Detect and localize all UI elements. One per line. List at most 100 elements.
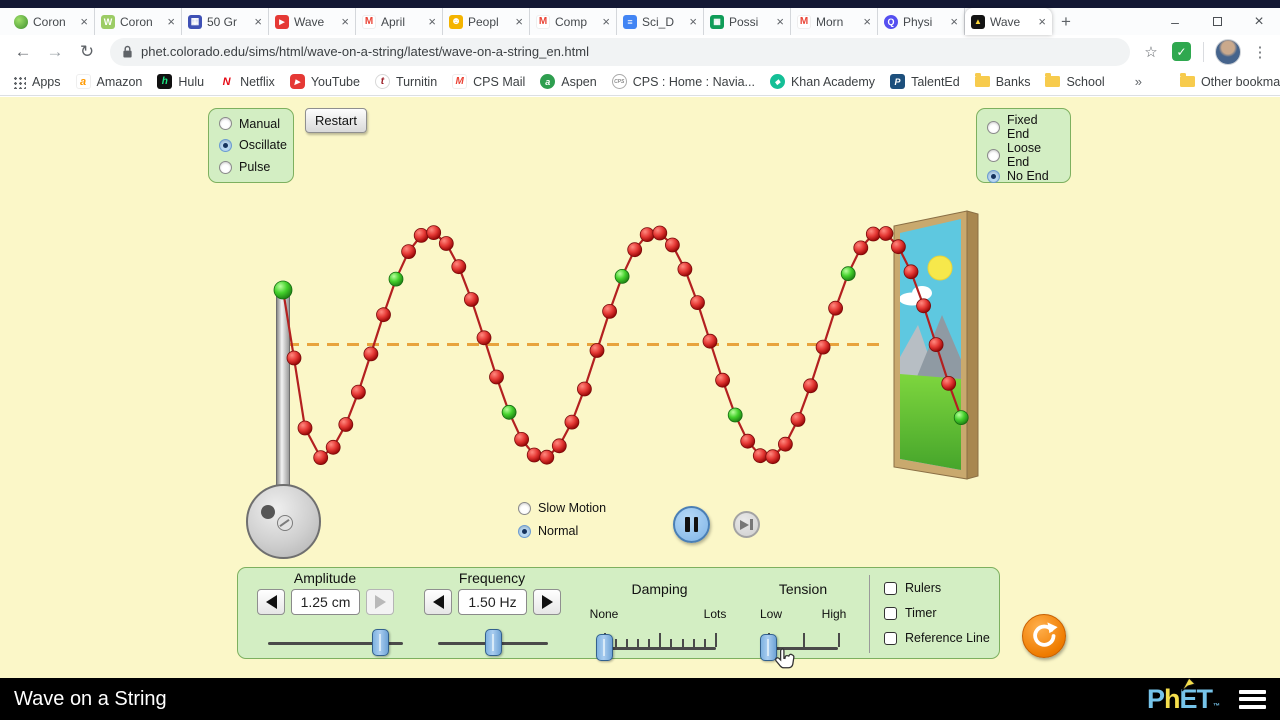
bookmark-folder-banks[interactable]: Banks	[974, 73, 1030, 89]
radio-slow-motion[interactable]: Slow Motion	[518, 501, 606, 515]
close-icon[interactable]: ×	[863, 14, 871, 29]
bookmark-star-icon[interactable]: ☆	[1144, 43, 1158, 61]
checkbox-rulers[interactable]: Rulers	[884, 581, 990, 595]
radio-icon	[987, 148, 1000, 162]
bookmark-folder-school[interactable]: School	[1045, 73, 1105, 89]
close-icon[interactable]: ×	[428, 14, 436, 29]
phet-menu-icon[interactable]	[1239, 689, 1266, 709]
gmail-icon: M	[797, 14, 811, 29]
radio-oscillate[interactable]: Oscillate	[219, 138, 287, 152]
radio-loose-end[interactable]: Loose End	[987, 141, 1060, 169]
restart-button[interactable]: Restart	[305, 108, 367, 133]
lock-icon	[123, 45, 132, 57]
radio-icon	[219, 117, 232, 131]
close-window-button[interactable]: ×	[1254, 12, 1264, 30]
forward-button[interactable]: →	[46, 41, 64, 61]
close-icon[interactable]: ×	[167, 14, 175, 29]
amplitude-slider-thumb[interactable]	[371, 629, 389, 656]
radio-fixed-end[interactable]: Fixed End	[987, 113, 1060, 141]
radio-pulse[interactable]: Pulse	[219, 160, 283, 174]
bookmark-youtube[interactable]: ▶ YouTube	[289, 74, 360, 89]
frequency-value[interactable]: 1.50 Hz	[458, 589, 527, 615]
other-bookmarks[interactable]: Other bookmarks	[1179, 73, 1280, 89]
tab-wave-on-a-string-active[interactable]: ▲ Wave ×	[965, 8, 1052, 35]
step-button[interactable]	[733, 511, 760, 538]
reload-button[interactable]: ↻	[79, 41, 95, 61]
bookmark-hulu[interactable]: h Hulu	[157, 74, 204, 89]
pause-button[interactable]	[673, 506, 710, 543]
radio-no-end[interactable]: No End	[987, 169, 1060, 183]
red-bead	[765, 449, 781, 465]
tab-april-mail[interactable]: M April ×	[356, 8, 443, 35]
close-icon[interactable]: ×	[689, 14, 697, 29]
radio-manual[interactable]: Manual	[219, 117, 283, 131]
extension-check-icon[interactable]: ✓	[1172, 42, 1191, 61]
tab-50-great[interactable]: ▦ 50 Gr ×	[182, 8, 269, 35]
close-icon[interactable]: ×	[950, 14, 958, 29]
window-titlebar	[0, 0, 1280, 8]
tab-people[interactable]: ☻ Peopl ×	[443, 8, 530, 35]
close-icon[interactable]: ×	[776, 14, 784, 29]
minimize-button[interactable]: –	[1171, 13, 1179, 30]
bookmark-amazon[interactable]: a Amazon	[75, 74, 142, 89]
tension-slider-thumb[interactable]	[759, 634, 777, 661]
bookmark-aspen[interactable]: a Aspen	[540, 74, 597, 89]
close-icon[interactable]: ×	[602, 14, 610, 29]
frequency-label: Frequency	[458, 570, 526, 586]
restore-button[interactable]	[1196, 8, 1238, 35]
amplitude-decrease-button[interactable]	[257, 589, 285, 615]
bookmark-talented[interactable]: P TalentEd	[890, 74, 960, 89]
checkbox-icon	[884, 606, 897, 620]
red-bead	[426, 225, 442, 241]
tab-sci-docs[interactable]: ≡ Sci_D ×	[617, 8, 704, 35]
folder-icon	[974, 73, 990, 87]
red-bead	[489, 369, 504, 385]
tab-morning-mail[interactable]: M Morn ×	[791, 8, 878, 35]
checkbox-timer[interactable]: Timer	[884, 606, 990, 620]
back-button[interactable]: ←	[14, 41, 32, 61]
radio-normal[interactable]: Normal	[518, 524, 606, 538]
bookmark-cps-home[interactable]: CPS CPS : Home : Navia...	[611, 74, 755, 89]
close-icon[interactable]: ×	[1038, 14, 1046, 29]
tab-physics-quiz[interactable]: Q Physi ×	[878, 8, 965, 35]
frequency-slider-thumb[interactable]	[484, 629, 502, 656]
tab-coronavirus-2[interactable]: W Coron ×	[95, 8, 182, 35]
bookmarks-overflow-icon[interactable]: »	[1134, 74, 1142, 89]
close-icon[interactable]: ×	[254, 14, 262, 29]
profile-avatar[interactable]	[1215, 38, 1241, 65]
red-bead	[778, 436, 793, 452]
new-tab-button[interactable]: +	[1061, 11, 1071, 31]
bookmark-netflix[interactable]: N Netflix	[219, 74, 275, 89]
checkbox-reference-line[interactable]: Reference Line	[884, 631, 990, 645]
wave-svg[interactable]	[0, 97, 1280, 678]
tab-coronavirus-1[interactable]: Coron ×	[8, 8, 95, 35]
tab-comp-mail[interactable]: M Comp ×	[530, 8, 617, 35]
tab-wave-youtube[interactable]: ▶ Wave ×	[269, 8, 356, 35]
bookmark-apps[interactable]: Apps	[12, 74, 61, 89]
damping-slider-thumb[interactable]	[595, 634, 613, 661]
red-bead	[828, 300, 843, 316]
frequency-increase-button[interactable]	[533, 589, 561, 615]
bookmark-cps-mail[interactable]: M CPS Mail	[452, 74, 525, 89]
tab-possible-sheet[interactable]: ▦ Possi ×	[704, 8, 791, 35]
address-bar[interactable]: phet.colorado.edu/sims/html/wave-on-a-st…	[110, 37, 1130, 66]
tension-slider-track[interactable]	[768, 647, 838, 650]
reset-all-button[interactable]	[1022, 614, 1066, 658]
damping-slider-track[interactable]	[604, 647, 716, 650]
frequency-decrease-button[interactable]	[424, 589, 452, 615]
amplitude-value[interactable]: 1.25 cm	[291, 589, 360, 615]
red-bead	[476, 330, 492, 346]
close-icon[interactable]: ×	[80, 14, 88, 29]
red-bead	[903, 264, 919, 280]
close-icon[interactable]: ×	[515, 14, 523, 29]
amplitude-slider-track[interactable]	[268, 642, 403, 645]
bookmark-khan-academy[interactable]: ◆ Khan Academy	[769, 74, 875, 89]
amplitude-increase-button[interactable]	[366, 589, 394, 615]
bookmark-turnitin[interactable]: t Turnitin	[374, 74, 437, 89]
damping-max-label: Lots	[703, 607, 727, 621]
red-bead	[815, 339, 831, 355]
toolbar-divider	[1203, 41, 1204, 62]
close-icon[interactable]: ×	[341, 14, 349, 29]
browser-menu-icon[interactable]: ⋮	[1252, 43, 1268, 61]
